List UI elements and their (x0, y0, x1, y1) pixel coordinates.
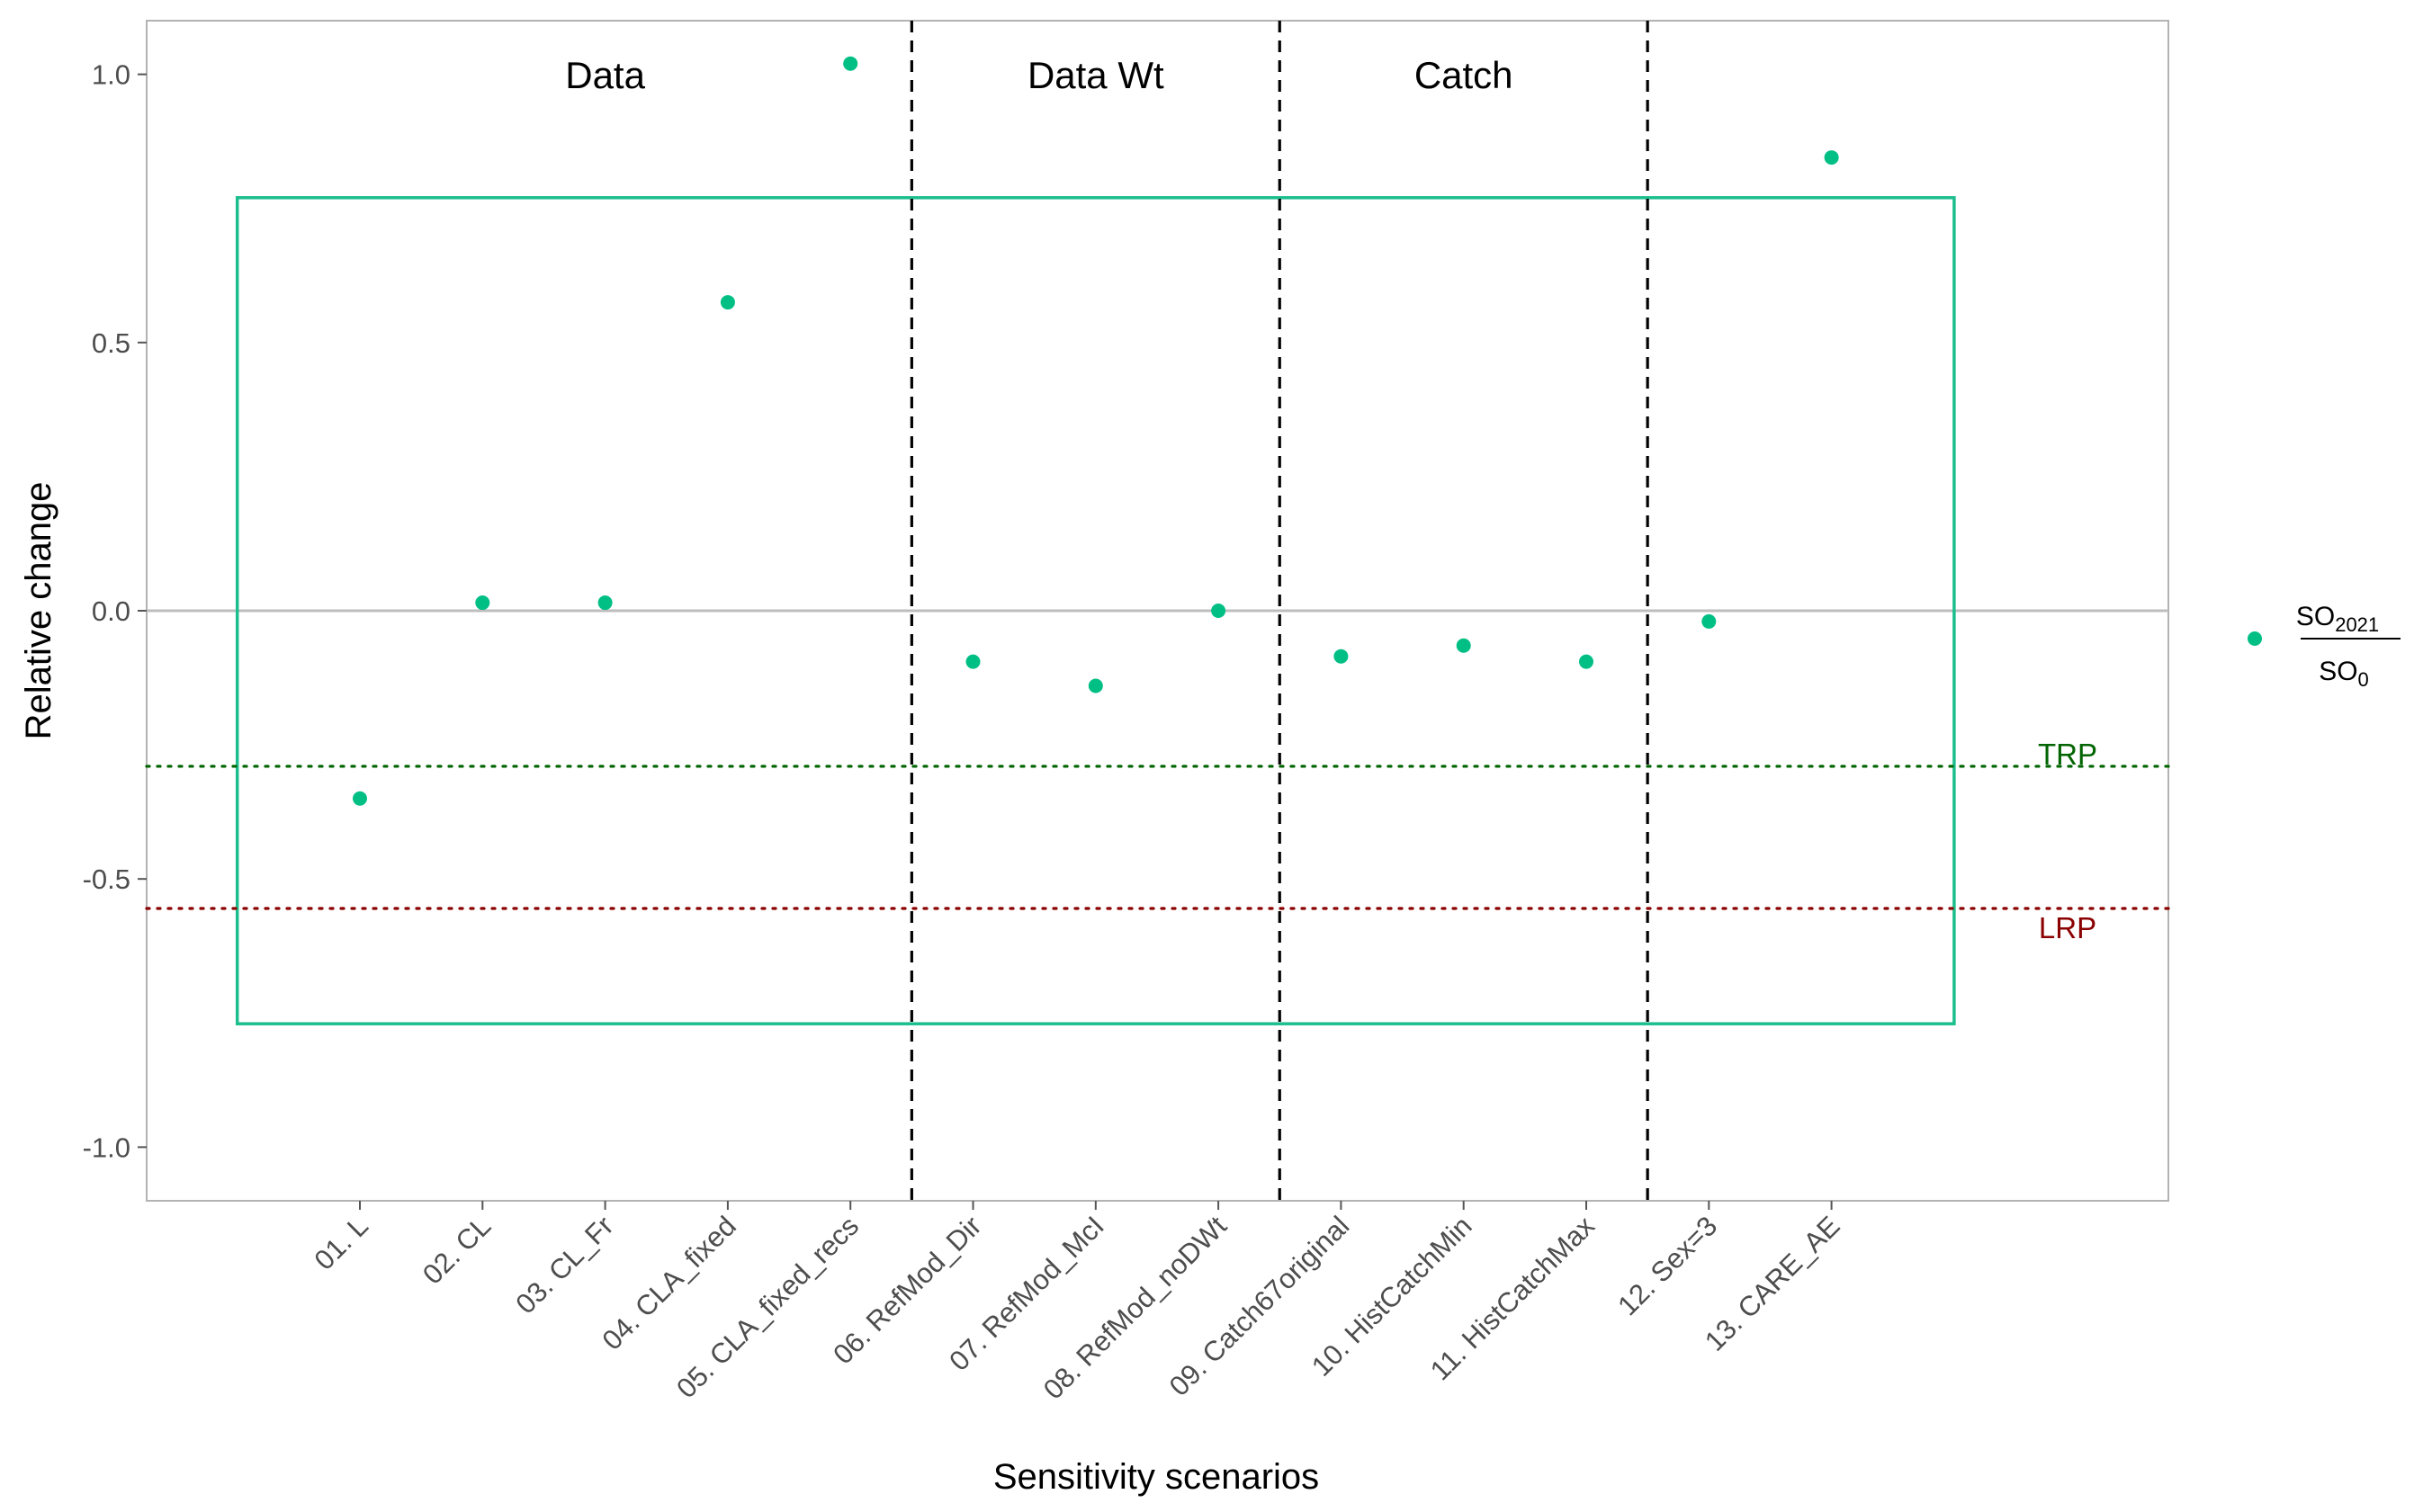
data-point (843, 56, 858, 71)
group-label: Data Wt (1028, 54, 1164, 96)
data-point (597, 595, 613, 611)
data-point (1701, 613, 1717, 629)
legend: SO2021 SO0 (2248, 602, 2401, 691)
y-tick-label: -1.0 (83, 1132, 130, 1163)
data-point (720, 295, 735, 310)
y-tick-label: 0.5 (92, 327, 130, 359)
x-tick-label: 12. Sex=3 (1611, 1210, 1723, 1321)
data-points (353, 56, 1839, 806)
legend-denominator-base: SO (2319, 657, 2357, 686)
legend-marker (2248, 631, 2262, 646)
y-tick-label: 1.0 (92, 59, 130, 91)
data-point (475, 595, 490, 611)
legend-denominator: SO0 (2319, 657, 2369, 691)
reference-lines (145, 21, 2170, 1201)
group-label: Data (565, 54, 645, 96)
data-point (1456, 638, 1471, 653)
data-point (1333, 649, 1349, 664)
data-point (965, 654, 981, 669)
data-point (1579, 654, 1593, 669)
legend-numerator: SO2021 (2296, 602, 2379, 636)
y-tick-label: -0.5 (83, 863, 130, 895)
data-point (353, 791, 367, 806)
group-label: Catch (1414, 54, 1513, 96)
legend-denominator-sub: 0 (2358, 668, 2369, 691)
data-point (1088, 678, 1103, 693)
x-tick-label: 03. CL_Fr (509, 1210, 619, 1320)
data-point (1211, 604, 1226, 618)
y-tick-label: 0.0 (92, 595, 130, 627)
x-tick-label: 02. CL (417, 1210, 497, 1290)
legend-numerator-sub: 2021 (2335, 613, 2379, 636)
bounds-box (235, 196, 1956, 1025)
legend-numerator-base: SO (2296, 602, 2335, 631)
data-point (1824, 150, 1839, 166)
x-tick-label: 01. L (308, 1210, 374, 1276)
axes: 1.00.50.0-0.5-1.001. L 02. CL 03. CL_Fr04.… (83, 59, 1846, 1406)
annotations: TRP LRP Data Data Wt Catch (565, 54, 2097, 944)
y-axis-title: Relative change (19, 482, 58, 740)
reference-label-lrp: LRP (2039, 911, 2096, 944)
reference-label-trp: TRP (2038, 738, 2097, 771)
x-axis-title: Sensitivity scenarios (993, 1457, 1319, 1497)
